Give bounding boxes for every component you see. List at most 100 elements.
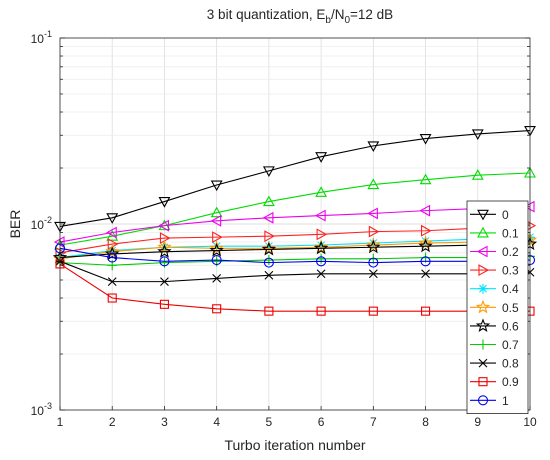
data-point <box>210 214 222 227</box>
data-point <box>107 277 117 287</box>
legend-item: 0.1 <box>470 226 519 240</box>
data-point <box>261 240 277 255</box>
data-point <box>368 225 380 238</box>
data-point <box>264 306 274 316</box>
data-point <box>471 129 484 141</box>
legend-label: 0.4 <box>502 282 519 296</box>
data-point <box>315 152 328 163</box>
data-point <box>366 239 381 254</box>
legend-marker <box>477 395 489 406</box>
y-tick-label: 10-1 <box>31 29 52 46</box>
legend-marker <box>475 299 491 314</box>
series-line <box>59 255 531 266</box>
data-point <box>159 232 171 245</box>
data-point <box>105 246 120 261</box>
data-point <box>368 306 378 316</box>
x-tick-label: 10 <box>523 415 537 429</box>
data-point <box>158 197 171 208</box>
x-axis-ticks: 1 2 3 4 5 6 7 8 9 10 <box>57 406 537 429</box>
data-point <box>157 239 172 254</box>
x-tick-label: 1 <box>57 415 64 429</box>
data-point <box>210 206 223 218</box>
data-point <box>106 226 117 239</box>
legend-label: 0.8 <box>502 357 519 371</box>
legend-item: 0.9 <box>470 375 519 389</box>
data-point <box>159 299 169 309</box>
legend-label: 0 <box>502 208 509 222</box>
data-point <box>264 270 274 280</box>
data-point <box>210 180 223 192</box>
series-line <box>59 260 531 283</box>
legend-item: 0 <box>470 208 509 222</box>
data-point <box>315 186 328 197</box>
data-point <box>212 304 222 314</box>
data-point <box>421 269 430 279</box>
legend-label: 0.7 <box>502 338 519 352</box>
data-point <box>106 213 119 224</box>
x-axis-label: Turbo iteration number <box>224 437 365 453</box>
data-point <box>523 200 535 213</box>
data-point <box>263 257 274 268</box>
legend-marker <box>477 209 489 221</box>
series-line <box>59 239 531 260</box>
x-tick-label: 6 <box>318 415 325 429</box>
data-point <box>211 255 222 266</box>
data-point <box>313 240 329 255</box>
legend-label: 0.5 <box>502 301 519 315</box>
title-sub-b: b <box>325 15 331 26</box>
legend-item: 0.4 <box>470 282 519 296</box>
legend-marker <box>477 226 489 238</box>
data-point <box>160 277 169 287</box>
data-point <box>316 228 328 241</box>
data-point <box>107 293 117 303</box>
data-point <box>367 207 378 220</box>
data-point <box>53 236 65 248</box>
legend-marker <box>478 377 488 387</box>
legend-label: 0.6 <box>502 319 519 333</box>
data-point <box>209 243 224 257</box>
legend-item: 0.8 <box>470 357 519 371</box>
legend-label: 0.3 <box>502 264 519 278</box>
data-point <box>419 134 432 145</box>
grid <box>60 38 530 410</box>
x-tick-label: 4 <box>213 415 220 429</box>
data-point <box>212 231 223 244</box>
data-point <box>314 209 326 222</box>
series-0 <box>54 125 536 233</box>
legend-label: 0.1 <box>502 226 519 240</box>
data-point <box>107 245 118 256</box>
data-point <box>421 306 431 316</box>
data-point <box>316 306 326 316</box>
data-point <box>212 274 222 283</box>
x-tick-label: 2 <box>109 415 116 429</box>
series-line <box>59 225 531 254</box>
y-tick-label: 10-3 <box>31 401 52 418</box>
title-mid: /N <box>331 7 345 22</box>
data-point <box>316 269 326 279</box>
data-point <box>159 256 170 267</box>
title-sub-0: 0 <box>344 15 350 26</box>
data-point <box>261 241 277 256</box>
data-point <box>262 195 275 207</box>
legend-marker <box>478 358 488 368</box>
data-point <box>264 230 276 243</box>
legend-marker <box>478 264 490 277</box>
data-point <box>418 238 433 253</box>
legend-label: 1 <box>502 394 509 408</box>
series-line <box>59 130 531 228</box>
data-point <box>158 219 169 232</box>
data-point <box>316 256 327 267</box>
title-tail: =12 dB <box>350 7 393 22</box>
data-point <box>368 269 378 279</box>
data-point <box>211 241 222 252</box>
data-point <box>263 241 274 252</box>
data-point <box>367 178 380 190</box>
data-point <box>313 239 329 254</box>
data-point <box>368 257 379 268</box>
data-point <box>262 211 274 224</box>
title-lead: 3 bit quantization, E <box>207 7 326 22</box>
legend-item: 0.2 <box>470 245 519 259</box>
series-line <box>59 172 531 246</box>
x-tick-label: 3 <box>161 415 168 429</box>
